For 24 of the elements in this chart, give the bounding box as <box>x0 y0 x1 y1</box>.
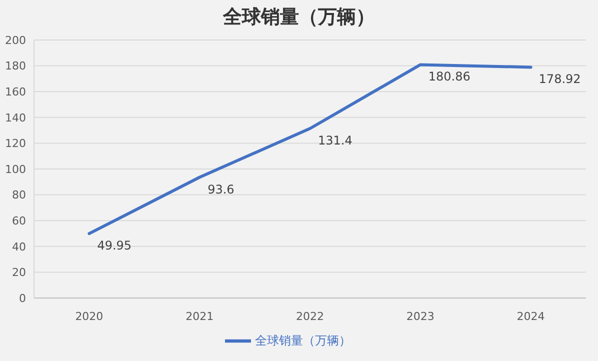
data-label: 180.86 <box>428 70 470 84</box>
y-tick-label: 120 <box>5 137 26 150</box>
y-tick-label: 100 <box>5 162 26 176</box>
legend-label: 全球销量（万辆） <box>255 333 351 348</box>
chart-title: 全球销量（万辆） <box>222 5 376 30</box>
y-tick-label: 60 <box>12 214 26 228</box>
x-tick-label: 2023 <box>406 310 434 323</box>
x-tick-label: 2024 <box>516 310 545 323</box>
y-tick-label: 40 <box>12 240 26 254</box>
y-tick-label: 200 <box>5 34 26 47</box>
line-series <box>88 63 532 236</box>
data-label: 178.92 <box>538 72 581 86</box>
y-tick-label: 160 <box>5 86 26 99</box>
x-tick-label: 2021 <box>186 310 214 323</box>
y-tick-label: 0 <box>19 292 26 305</box>
data-label: 49.95 <box>97 238 132 253</box>
y-tick-label: 140 <box>5 111 26 124</box>
data-label: 93.6 <box>208 182 234 196</box>
y-tick-label: 180 <box>5 60 26 73</box>
x-tick-label: 2020 <box>75 310 104 323</box>
y-tick-label: 20 <box>12 266 26 280</box>
y-tick-label: 80 <box>12 188 26 202</box>
x-tick-label: 2022 <box>296 310 324 323</box>
data-label: 131.4 <box>318 133 352 148</box>
